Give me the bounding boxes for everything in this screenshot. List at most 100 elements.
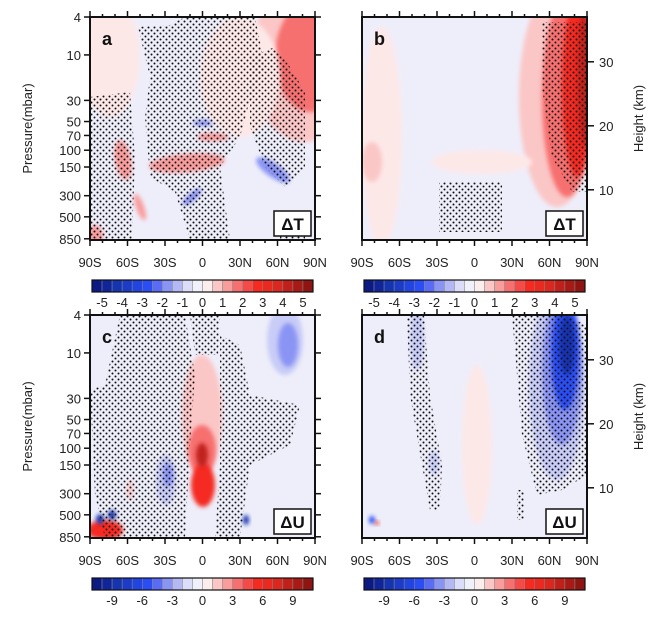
contour-region [191, 463, 215, 507]
y-tick-label: 500 [59, 210, 81, 225]
colorbar-swatch [454, 279, 465, 293]
colorbar-swatch [202, 577, 213, 591]
contour-region [362, 27, 402, 240]
colorbar-label: 6 [531, 593, 538, 608]
colorbar-swatch [202, 279, 213, 293]
panel-letter: a [102, 29, 113, 49]
significance-stippling [542, 22, 587, 192]
colorbar-label: -3 [439, 593, 451, 608]
x-tick-label: 0 [471, 255, 478, 270]
y-tick-label: 850 [59, 530, 81, 545]
x-tick-label: 60S [116, 553, 139, 568]
contour-region [278, 323, 298, 367]
colorbar-swatch [424, 577, 435, 591]
colorbar-label: -4 [388, 295, 400, 310]
colorbar-swatch [363, 577, 375, 591]
colorbar-swatch [182, 577, 193, 591]
colorbar-swatch [101, 279, 113, 293]
y-tick-label: 10 [67, 346, 81, 361]
colorbar-swatch [373, 577, 385, 591]
colorbar-label: -2 [157, 295, 169, 310]
panel-letter: d [374, 327, 385, 347]
x-tick-label: 30S [425, 255, 448, 270]
y-tick-label: 10 [599, 183, 613, 198]
y-tick-label: 30 [67, 391, 81, 406]
colorbar-swatch [222, 279, 233, 293]
contour-region [375, 521, 379, 525]
colorbar-swatch [121, 279, 133, 293]
variable-label-box [545, 210, 584, 237]
y-tick-label: 500 [59, 508, 81, 523]
colorbar-label: -1 [177, 295, 189, 310]
colorbar-swatch [302, 577, 314, 591]
colorbar: -9 -6 -3 0 3 6 9 [91, 577, 314, 608]
colorbar-frame [363, 279, 586, 293]
colorbar-swatch [262, 279, 274, 293]
colorbar-swatch [131, 577, 143, 591]
variable-label: ΔT [553, 215, 576, 234]
y-tick-label: 300 [59, 189, 81, 204]
colorbar-swatch [524, 279, 536, 293]
contour-region [90, 17, 140, 117]
colorbar-swatch [524, 577, 536, 591]
colorbar-label: 0 [471, 593, 478, 608]
colorbar-swatch [141, 279, 153, 293]
significance-stippling [517, 490, 524, 520]
colorbar-swatch [262, 577, 274, 591]
colorbar-swatch [192, 577, 203, 591]
colorbar-label: -5 [96, 295, 108, 310]
colorbar-label: 3 [531, 295, 538, 310]
x-tick-label: 90N [575, 553, 599, 568]
colorbar-label: 0 [471, 295, 478, 310]
colorbar-label: 1 [491, 295, 498, 310]
colorbar-swatch [252, 577, 264, 591]
x-tick-label: 90N [303, 553, 327, 568]
panel-letter: c [102, 327, 112, 347]
x-tick-label: 60N [538, 255, 562, 270]
colorbar: -5 -4 -3 -2 -1 0 1 2 3 4 5 [91, 279, 314, 310]
panel-letter: b [374, 29, 385, 49]
y-tick-label: 70 [67, 426, 81, 441]
colorbar-swatch [393, 279, 405, 293]
x-tick-label: 90N [575, 255, 599, 270]
colorbar-swatch [554, 577, 566, 591]
y-tick-label: 10 [599, 481, 613, 496]
x-tick-label: 90S [350, 255, 373, 270]
colorbar-swatch [484, 577, 495, 591]
y-tick-label: 20 [599, 119, 613, 134]
colorbar-swatch [232, 279, 243, 293]
colorbar-label: -9 [378, 593, 390, 608]
colorbar-swatch [434, 279, 445, 293]
field [362, 17, 587, 240]
variable-label: ΔU [280, 513, 305, 532]
y-tick-label: 150 [59, 458, 81, 473]
colorbar-swatch [434, 577, 445, 591]
colorbar-swatch [272, 577, 284, 591]
significance-stippling [439, 182, 502, 232]
significance-stippling [90, 315, 195, 538]
x-tick-label: 30S [425, 553, 448, 568]
colorbar-swatch [192, 279, 203, 293]
x-tick-label: 60N [266, 553, 290, 568]
y-tick-label: 30 [599, 55, 613, 70]
variable-label: ΔT [281, 215, 304, 234]
colorbar-label: -5 [368, 295, 380, 310]
x-tick-label: 0 [199, 553, 206, 568]
colorbar-swatch [111, 577, 123, 591]
colorbar-label: 1 [219, 295, 226, 310]
significance-stippling [138, 17, 265, 240]
field [90, 315, 315, 538]
variable-label-box [273, 210, 312, 237]
colorbar-swatch [494, 279, 505, 293]
x-tick-label: 90S [78, 553, 101, 568]
y-tick-label: 50 [67, 115, 81, 130]
colorbar-swatch [172, 279, 183, 293]
colorbar-swatch [212, 279, 223, 293]
colorbar-swatch [172, 577, 183, 591]
colorbar-swatch [91, 279, 103, 293]
colorbar-swatch [373, 279, 385, 293]
x-tick-label: 90S [78, 255, 101, 270]
colorbar-swatch [111, 279, 123, 293]
colorbar-swatch [182, 279, 193, 293]
colorbar-swatch [564, 279, 576, 293]
